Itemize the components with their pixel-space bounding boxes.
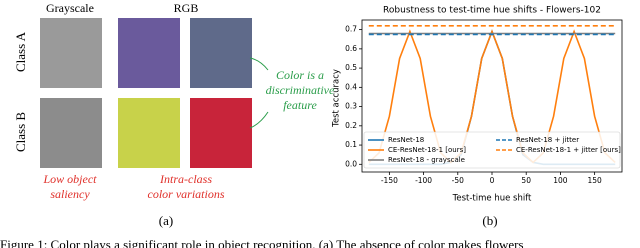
- x-tick-label: 50: [521, 176, 531, 185]
- caption: Figure 1: Color plays a significant role…: [0, 237, 524, 248]
- y-tick-label: 0.7: [345, 25, 357, 34]
- y-tick-label: 0.5: [345, 63, 357, 72]
- annotation: feature: [283, 98, 317, 112]
- annotation: Color is a: [276, 68, 324, 82]
- arrow: [249, 57, 269, 71]
- series-line: [368, 29, 616, 164]
- panel-label: (b): [482, 213, 497, 228]
- row-label: Class B: [13, 112, 28, 152]
- arrow: [249, 111, 269, 129]
- y-tick-label: 0.4: [345, 82, 357, 91]
- y-tick-label: 0.3: [345, 102, 357, 111]
- photo: [190, 98, 252, 168]
- photo: [190, 18, 252, 88]
- photo: [40, 18, 102, 88]
- y-axis-label: Test accuracy: [332, 69, 342, 128]
- legend-label: ResNet-18 + jitter: [516, 136, 579, 144]
- x-tick-label: 150: [587, 176, 602, 185]
- x-tick-label: -100: [415, 176, 432, 185]
- y-tick-label: 0.0: [345, 159, 357, 168]
- photo: [118, 98, 180, 168]
- y-tick-label: 0.6: [345, 44, 357, 53]
- photo: [40, 98, 102, 168]
- annotation: color variations: [148, 187, 225, 201]
- annotation: Low object: [43, 172, 98, 186]
- column-header: RGB: [174, 1, 199, 15]
- x-tick-label: 100: [553, 176, 568, 185]
- x-axis-label: Test-time hue shift: [452, 194, 532, 204]
- panel-label: (a): [159, 213, 173, 228]
- legend-box: [363, 131, 621, 169]
- photo: [118, 18, 180, 88]
- chart-title: Robustness to test-time hue shifts - Flo…: [383, 6, 601, 16]
- plot-frame: [361, 19, 623, 173]
- annotation: saliency: [50, 187, 90, 201]
- x-tick-label: -150: [381, 176, 398, 185]
- legend-label: ResNet-18: [388, 136, 424, 144]
- x-tick-label: 0: [490, 176, 495, 185]
- row-label: Class A: [13, 31, 28, 72]
- legend-label: CE-ResNet-18-1 [ours]: [388, 146, 466, 154]
- x-tick-label: -50: [452, 176, 464, 185]
- y-tick-label: 0.2: [345, 121, 357, 130]
- legend-label: CE-ResNet-18-1 + jitter [ours]: [516, 146, 621, 154]
- column-header: Grayscale: [46, 1, 94, 15]
- legend-label: ResNet-18 - grayscale: [388, 156, 465, 164]
- annotation: discriminative: [266, 83, 335, 97]
- y-tick-label: 0.1: [345, 140, 357, 149]
- annotation: Intra-class: [159, 172, 212, 186]
